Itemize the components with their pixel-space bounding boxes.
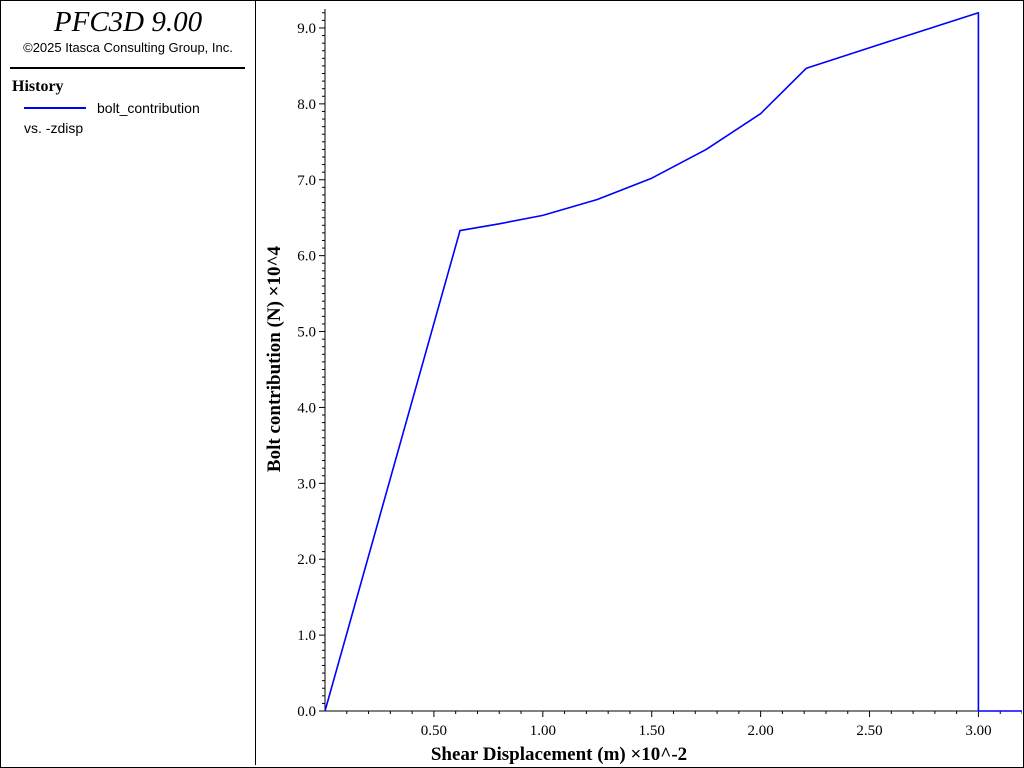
x-tick-label: 1.50 xyxy=(639,723,665,739)
y-axis-title: Bolt contribution (N) ×10^4 xyxy=(264,245,285,472)
y-tick-label: 4.0 xyxy=(297,400,316,416)
series-layer xyxy=(324,12,1022,712)
copyright-text: ©2025 Itasca Consulting Group, Inc. xyxy=(23,40,233,55)
legend-series-swatch xyxy=(24,107,86,109)
y-tick-label: 9.0 xyxy=(297,21,316,37)
y-tick-label: 3.0 xyxy=(297,476,316,492)
app-title: PFC3D 9.00 xyxy=(53,6,203,38)
y-tick-label: 5.0 xyxy=(297,325,316,341)
y-axis: 0.0 1.0 2.0 3.0 4.0 5.0 6.0 7.0 8.0 9.0 xyxy=(297,9,326,720)
legend-divider xyxy=(10,67,245,69)
legend-heading: History xyxy=(12,78,64,95)
legend-series-label: bolt_contribution xyxy=(97,100,200,116)
legend-vs-label: vs. -zdisp xyxy=(24,120,84,136)
x-tick-label: 1.00 xyxy=(530,723,556,739)
y-tick-label: 1.0 xyxy=(297,628,316,644)
y-tick-label: 7.0 xyxy=(297,173,316,189)
x-tick-label: 0.50 xyxy=(421,723,447,739)
y-tick-label: 2.0 xyxy=(297,552,316,568)
legend-panel: PFC3D 9.00 ©2025 Itasca Consulting Group… xyxy=(1,1,256,765)
x-axis-title: Shear Displacement (m) ×10^-2 xyxy=(431,744,687,765)
y-tick-label: 6.0 xyxy=(297,249,316,265)
x-tick-label: 2.50 xyxy=(856,723,882,739)
x-tick-label: 3.00 xyxy=(965,723,991,739)
y-tick-label: 0.0 xyxy=(297,704,316,720)
series-line-bolt_contribution xyxy=(324,12,1022,712)
x-tick-label: 2.00 xyxy=(748,723,774,739)
x-axis: 0.50 1.00 1.50 2.00 2.50 3.00 xyxy=(325,710,1022,739)
history-chart: 0.0 1.0 2.0 3.0 4.0 5.0 6.0 7.0 8.0 9.0 0.50 1.00 1… xyxy=(264,9,1022,765)
y-tick-label: 8.0 xyxy=(297,97,316,113)
plot-area: 0.0 1.0 2.0 3.0 4.0 5.0 6.0 7.0 8.0 9.0 0.50 1.00 1… xyxy=(256,1,1022,766)
